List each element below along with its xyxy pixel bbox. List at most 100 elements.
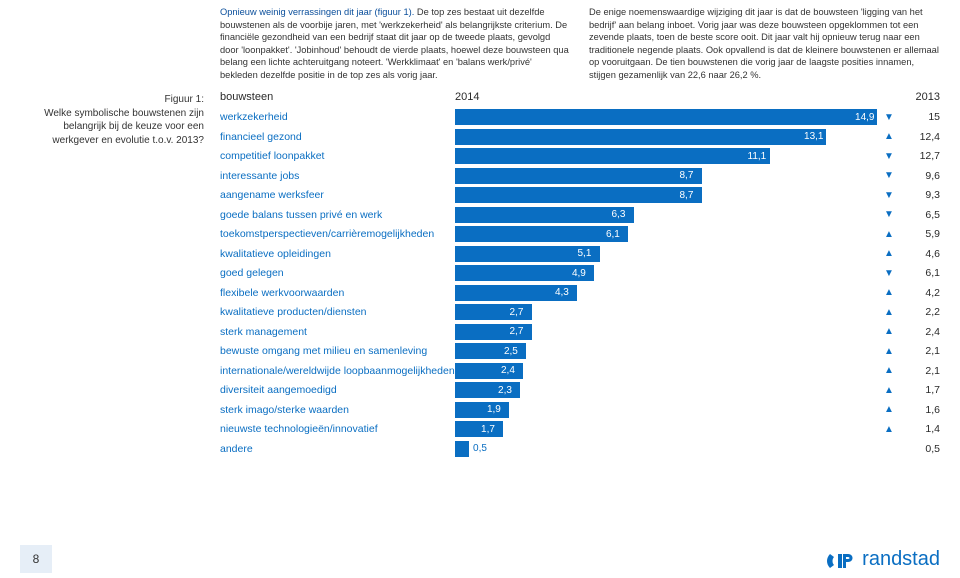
chart-row-2013-value: 1,4	[898, 423, 940, 435]
chart-bar-wrap: 11,1	[455, 148, 880, 164]
chart-row: toekomstperspectieven/carrièremogelijkhe…	[220, 224, 940, 244]
arrow-up-icon: ▲	[880, 131, 898, 142]
chart-bar-wrap: 4,3	[455, 285, 880, 301]
chart-row-label: kwalitatieve opleidingen	[220, 248, 455, 260]
chart-row: flexibele werkvoorwaarden4,3▲4,2	[220, 283, 940, 303]
arrow-up-icon: ▲	[880, 307, 898, 318]
arrow-up-icon: ▲	[880, 248, 898, 259]
chart-bar-value: 4,3	[551, 285, 569, 301]
chart-bar-wrap: 0,5	[455, 441, 880, 457]
chart-bar-value: 11,1	[744, 148, 767, 164]
body-row: Figuur 1: Welke symbolische bouwstenen z…	[20, 91, 940, 458]
chart-row-label: goed gelegen	[220, 267, 455, 279]
chart-row: goede balans tussen privé en werk 6,3 ▼6,5	[220, 205, 940, 225]
chart-row: competitief loonpakket 11,1 ▼12,7	[220, 146, 940, 166]
chart-header-2013: 2013	[880, 91, 940, 103]
chart-row: andere0,50,5	[220, 439, 940, 459]
chart-row: nieuwste technologieën/innovatief1,7▲1,4	[220, 419, 940, 439]
chart-bar-value: 14,9	[851, 109, 874, 125]
chart-row-label: interessante jobs	[220, 170, 455, 182]
chart-row-2013-value: 12,4	[898, 131, 940, 143]
footer: 8 randstad	[0, 540, 960, 578]
chart-bar	[455, 441, 469, 457]
chart-bar-value: 6,3	[608, 207, 626, 223]
arrow-up-icon: ▲	[880, 365, 898, 376]
chart-bar-value: 2,7	[506, 304, 524, 320]
chart-bar	[455, 109, 877, 125]
chart-row-2013-value: 2,1	[898, 365, 940, 377]
arrow-down-icon: ▼	[880, 170, 898, 181]
chart-row: diversiteit aangemoedigd2,3▲1,7	[220, 380, 940, 400]
chart-bar-value: 1,9	[483, 402, 501, 418]
chart-row-label: bewuste omgang met milieu en samenleving	[220, 345, 455, 357]
chart-row-2013-value: 9,6	[898, 170, 940, 182]
chart-row-2013-value: 4,6	[898, 248, 940, 260]
chart-bar-wrap: 8,7	[455, 187, 880, 203]
chart-row: werkzekerheid14,9▼15	[220, 107, 940, 127]
chart-bar-wrap: 5,1	[455, 246, 880, 262]
chart-row-2013-value: 9,3	[898, 189, 940, 201]
chart-bar-wrap: 2,7	[455, 304, 880, 320]
arrow-up-icon: ▲	[880, 385, 898, 396]
chart-bar-value: 1,7	[477, 421, 495, 437]
chart-bar-wrap: 2,3	[455, 382, 880, 398]
chart-row-label: goede balans tussen privé en werk	[220, 209, 455, 221]
chart-row-2013-value: 2,1	[898, 345, 940, 357]
chart-row: kwalitatieve opleidingen 5,1 ▲4,6	[220, 244, 940, 264]
arrow-down-icon: ▼	[880, 112, 898, 123]
chart-bar-value: 2,4	[497, 363, 515, 379]
chart-row-label: internationale/wereldwijde loopbaanmogel…	[220, 365, 455, 377]
arrow-down-icon: ▼	[880, 268, 898, 279]
figure-caption: Figuur 1: Welke symbolische bouwstenen z…	[20, 91, 210, 458]
chart-row-2013-value: 6,5	[898, 209, 940, 221]
chart-bar-wrap: 1,9	[455, 402, 880, 418]
arrow-up-icon: ▲	[880, 404, 898, 415]
chart-row-label: andere	[220, 443, 455, 455]
chart-bar-value: 5,1	[574, 246, 592, 262]
chart-row-2013-value: 1,6	[898, 404, 940, 416]
chart-row: bewuste omgang met milieu en samenleving…	[220, 341, 940, 361]
arrow-up-icon: ▲	[880, 346, 898, 357]
chart-bar	[455, 148, 770, 164]
chart-bar-value: 0,5	[469, 441, 487, 457]
chart-row-2013-value: 2,4	[898, 326, 940, 338]
arrow-up-icon: ▲	[880, 326, 898, 337]
intro-col-2: De enige noemenswaardige wijziging dit j…	[589, 6, 940, 81]
arrow-down-icon: ▼	[880, 151, 898, 162]
chart-row-2013-value: 1,7	[898, 384, 940, 396]
chart-bar	[455, 187, 702, 203]
chart-row-2013-value: 6,1	[898, 267, 940, 279]
chart-bar-value: 4,9	[568, 265, 586, 281]
chart-bar-wrap: 6,3	[455, 207, 880, 223]
chart-header-2014: 2014	[455, 91, 880, 103]
chart-bar-wrap: 13,1	[455, 129, 880, 145]
chart-row-label: financieel gezond	[220, 131, 455, 143]
chart-row-label: aangename werksfeer	[220, 189, 455, 201]
arrow-down-icon: ▼	[880, 190, 898, 201]
chart-row-label: competitief loonpakket	[220, 150, 455, 162]
chart-bar	[455, 129, 826, 145]
chart-bar-wrap: 8,7	[455, 168, 880, 184]
arrow-up-icon: ▲	[880, 287, 898, 298]
chart-row-2013-value: 15	[898, 111, 940, 123]
chart-header: bouwsteen 2014 2013	[220, 91, 940, 103]
arrow-up-icon: ▲	[880, 229, 898, 240]
chart-bar-value: 13,1	[800, 129, 823, 145]
chart-row: aangename werksfeer8,7▼9,3	[220, 185, 940, 205]
chart-bar-wrap: 2,4	[455, 363, 880, 379]
chart-row-label: toekomstperspectieven/carrièremogelijkhe…	[220, 228, 455, 240]
arrow-up-icon: ▲	[880, 424, 898, 435]
chart-bar-wrap: 1,7	[455, 421, 880, 437]
chart-row-2013-value: 12,7	[898, 150, 940, 162]
chart-row-2013-value: 5,9	[898, 228, 940, 240]
page-number: 8	[20, 545, 52, 573]
arrow-down-icon: ▼	[880, 209, 898, 220]
intro-col-1: Opnieuw weinig verrassingen dit jaar (fi…	[220, 6, 571, 81]
chart-row: goed gelegen 4,9 ▼6,1	[220, 263, 940, 283]
chart-row: sterk imago/sterke waarden1,9▲1,6	[220, 400, 940, 420]
chart-bar-wrap: 2,5	[455, 343, 880, 359]
logo: randstad	[826, 548, 940, 571]
intro-text: Opnieuw weinig verrassingen dit jaar (fi…	[220, 6, 940, 81]
chart-row-2013-value: 2,2	[898, 306, 940, 318]
chart-row-label: flexibele werkvoorwaarden	[220, 287, 455, 299]
